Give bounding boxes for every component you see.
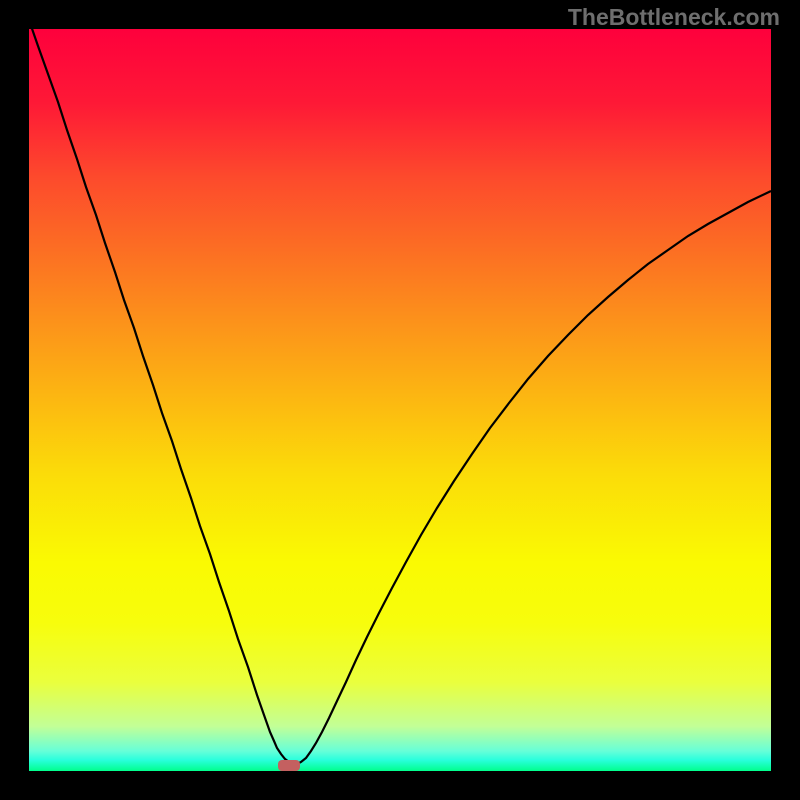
optimal-marker bbox=[278, 760, 300, 771]
chart-container: TheBottleneck.com bbox=[0, 0, 800, 800]
watermark-text: TheBottleneck.com bbox=[568, 4, 780, 31]
plot-area bbox=[29, 29, 771, 771]
bottleneck-curve bbox=[29, 29, 771, 771]
